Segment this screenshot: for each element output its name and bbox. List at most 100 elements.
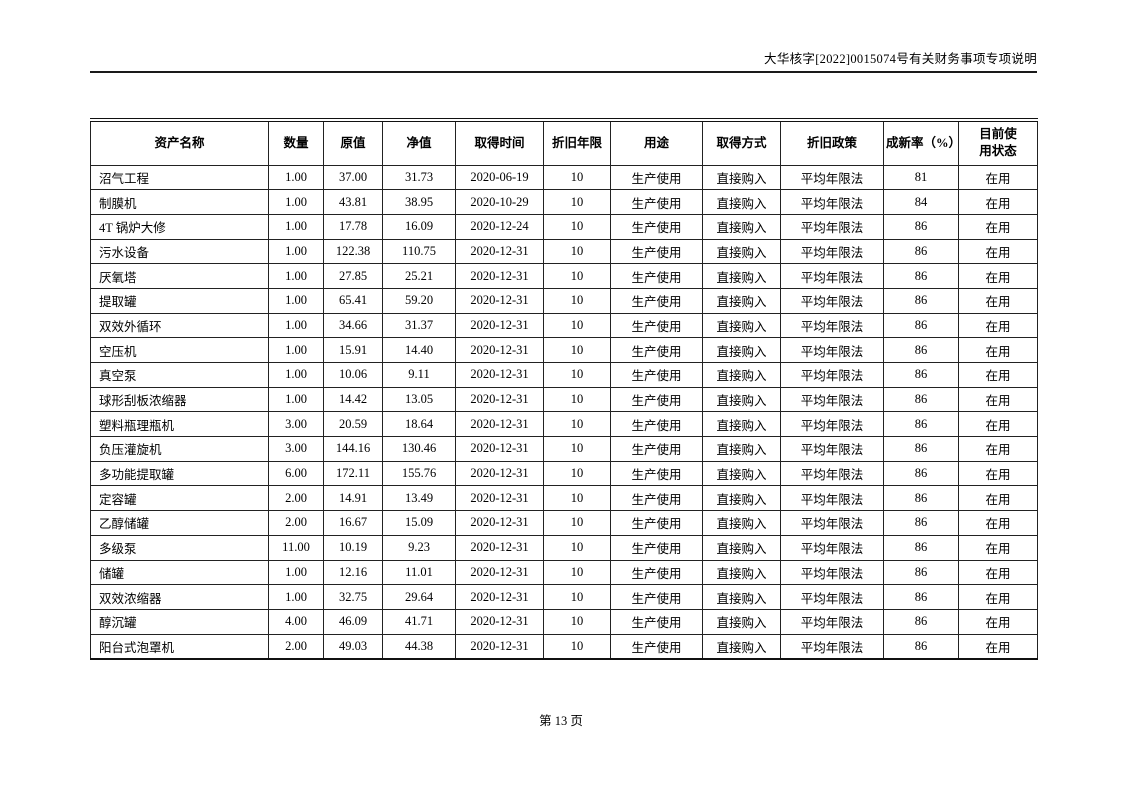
column-header-original-value: 原值 xyxy=(323,119,383,166)
cell-depreciation-years: 10 xyxy=(543,559,611,586)
cell-newness-rate: 86 xyxy=(883,608,959,635)
cell-acquire-method: 直接购入 xyxy=(702,559,781,586)
cell-acquire-date: 2020-12-31 xyxy=(455,559,544,586)
cell-quantity: 11.00 xyxy=(268,534,324,561)
cell-current-status: 在用 xyxy=(958,608,1038,635)
cell-net-value: 16.09 xyxy=(382,213,456,240)
cell-depreciation-years: 10 xyxy=(543,189,611,215)
cell-original-value: 14.42 xyxy=(323,386,383,413)
cell-quantity: 2.00 xyxy=(268,510,324,536)
cell-net-value: 41.71 xyxy=(382,608,456,635)
cell-usage: 生产使用 xyxy=(610,436,703,462)
cell-quantity: 1.00 xyxy=(268,584,324,610)
table-row: 污水设备 1.00 122.38 110.75 2020-12-31 10 生产使用 直接购入… xyxy=(90,238,1038,265)
cell-asset-name: 厌氧塔 xyxy=(90,263,269,289)
cell-depreciation-policy: 平均年限法 xyxy=(780,386,884,413)
cell-depreciation-policy: 平均年限法 xyxy=(780,534,884,561)
cell-quantity: 3.00 xyxy=(268,436,324,462)
cell-newness-rate: 86 xyxy=(883,263,959,289)
cell-newness-rate: 86 xyxy=(883,312,959,339)
cell-quantity: 1.00 xyxy=(268,189,324,215)
cell-quantity: 2.00 xyxy=(268,485,324,512)
column-header-net-value: 净值 xyxy=(382,119,456,166)
cell-acquire-method: 直接购入 xyxy=(702,189,781,215)
table-row: 阳台式泡罩机 2.00 49.03 44.38 2020-12-31 10 生产使用 直接购入… xyxy=(90,633,1038,660)
cell-acquire-method: 直接购入 xyxy=(702,263,781,289)
cell-depreciation-policy: 平均年限法 xyxy=(780,460,884,487)
cell-acquire-method: 直接购入 xyxy=(702,164,781,191)
cell-depreciation-years: 10 xyxy=(543,534,611,561)
cell-acquire-date: 2020-12-31 xyxy=(455,534,544,561)
cell-original-value: 172.11 xyxy=(323,460,383,487)
column-header-acquire-method: 取得方式 xyxy=(702,119,781,166)
cell-acquire-method: 直接购入 xyxy=(702,584,781,610)
cell-depreciation-policy: 平均年限法 xyxy=(780,485,884,512)
cell-newness-rate: 86 xyxy=(883,411,959,438)
column-header-current-status: 目前使 用状态 xyxy=(958,119,1038,166)
cell-net-value: 14.40 xyxy=(382,337,456,363)
cell-depreciation-policy: 平均年限法 xyxy=(780,164,884,191)
cell-acquire-date: 2020-12-31 xyxy=(455,411,544,438)
cell-original-value: 17.78 xyxy=(323,213,383,240)
cell-quantity: 1.00 xyxy=(268,362,324,388)
cell-net-value: 15.09 xyxy=(382,510,456,536)
cell-depreciation-policy: 平均年限法 xyxy=(780,362,884,388)
cell-usage: 生产使用 xyxy=(610,164,703,191)
cell-acquire-date: 2020-12-31 xyxy=(455,485,544,512)
cell-usage: 生产使用 xyxy=(610,238,703,265)
cell-current-status: 在用 xyxy=(958,411,1038,438)
cell-depreciation-years: 10 xyxy=(543,238,611,265)
cell-net-value: 9.11 xyxy=(382,362,456,388)
cell-original-value: 20.59 xyxy=(323,411,383,438)
cell-usage: 生产使用 xyxy=(610,213,703,240)
cell-acquire-method: 直接购入 xyxy=(702,436,781,462)
cell-usage: 生产使用 xyxy=(610,362,703,388)
cell-depreciation-policy: 平均年限法 xyxy=(780,559,884,586)
cell-usage: 生产使用 xyxy=(610,263,703,289)
cell-current-status: 在用 xyxy=(958,559,1038,586)
cell-usage: 生产使用 xyxy=(610,411,703,438)
cell-acquire-method: 直接购入 xyxy=(702,238,781,265)
cell-newness-rate: 86 xyxy=(883,510,959,536)
table-row: 制膜机 1.00 43.81 38.95 2020-10-29 10 生产使用 直接购入 平均年… xyxy=(90,189,1038,215)
cell-acquire-method: 直接购入 xyxy=(702,608,781,635)
cell-acquire-method: 直接购入 xyxy=(702,213,781,240)
cell-depreciation-policy: 平均年限法 xyxy=(780,584,884,610)
cell-current-status: 在用 xyxy=(958,436,1038,462)
cell-newness-rate: 86 xyxy=(883,559,959,586)
cell-acquire-date: 2020-12-31 xyxy=(455,460,544,487)
cell-acquire-method: 直接购入 xyxy=(702,312,781,339)
cell-current-status: 在用 xyxy=(958,213,1038,240)
cell-depreciation-years: 10 xyxy=(543,287,611,314)
cell-asset-name: 4T 锅炉大修 xyxy=(90,213,269,240)
cell-usage: 生产使用 xyxy=(610,559,703,586)
cell-usage: 生产使用 xyxy=(610,337,703,363)
table-row: 4T 锅炉大修 1.00 17.78 16.09 2020-12-24 10 生产使用 直接购… xyxy=(90,213,1038,240)
cell-depreciation-policy: 平均年限法 xyxy=(780,263,884,289)
cell-net-value: 44.38 xyxy=(382,633,456,660)
cell-acquire-method: 直接购入 xyxy=(702,337,781,363)
cell-quantity: 1.00 xyxy=(268,386,324,413)
cell-current-status: 在用 xyxy=(958,164,1038,191)
cell-asset-name: 乙醇储罐 xyxy=(90,510,269,536)
table-row: 沼气工程 1.00 37.00 31.73 2020-06-19 10 生产使用 直接购入 平均… xyxy=(90,164,1038,191)
cell-depreciation-policy: 平均年限法 xyxy=(780,189,884,215)
cell-current-status: 在用 xyxy=(958,189,1038,215)
cell-depreciation-policy: 平均年限法 xyxy=(780,608,884,635)
cell-net-value: 18.64 xyxy=(382,411,456,438)
cell-original-value: 15.91 xyxy=(323,337,383,363)
cell-asset-name: 空压机 xyxy=(90,337,269,363)
table-row: 醇沉罐 4.00 46.09 41.71 2020-12-31 10 生产使用 直接购入 平均年… xyxy=(90,608,1038,635)
cell-quantity: 1.00 xyxy=(268,238,324,265)
cell-net-value: 13.49 xyxy=(382,485,456,512)
cell-usage: 生产使用 xyxy=(610,386,703,413)
cell-original-value: 43.81 xyxy=(323,189,383,215)
cell-depreciation-years: 10 xyxy=(543,633,611,660)
cell-depreciation-years: 10 xyxy=(543,485,611,512)
cell-asset-name: 球形刮板浓缩器 xyxy=(90,386,269,413)
cell-usage: 生产使用 xyxy=(610,608,703,635)
cell-net-value: 130.46 xyxy=(382,436,456,462)
cell-newness-rate: 86 xyxy=(883,633,959,660)
cell-current-status: 在用 xyxy=(958,312,1038,339)
page-number: 第 13 页 xyxy=(539,714,583,728)
